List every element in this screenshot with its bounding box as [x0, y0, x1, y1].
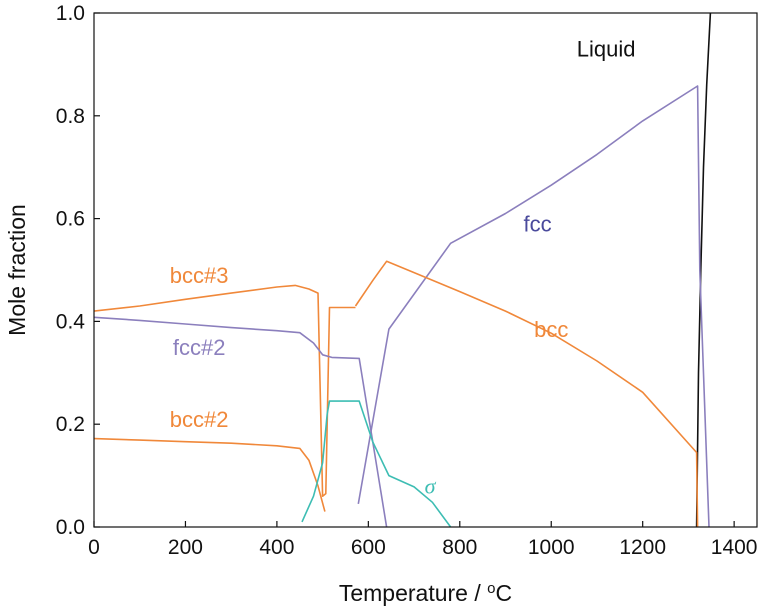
x-axis-title-superscript: o [487, 580, 495, 597]
series-line-1 [357, 85, 710, 527]
x-axis-title-suffix: C [496, 580, 513, 606]
x-tick-label: 400 [259, 536, 294, 559]
x-tick-label: 1200 [619, 536, 666, 559]
y-tick-label: 0.2 [56, 413, 85, 436]
series-line-2 [354, 260, 699, 527]
y-axis-title: Mole fraction [4, 204, 30, 336]
y-tick-label: 0.0 [56, 516, 85, 539]
series-label-2: bcc [534, 317, 568, 342]
y-tick-label: 0.6 [56, 208, 85, 231]
series-line-6 [301, 400, 452, 527]
series-label-3: bcc#3 [170, 263, 229, 288]
series-line-0 [695, 13, 712, 527]
series-labels: Liquid fcc bcc bcc#3 fcc#2 bcc#2 σ [170, 37, 636, 499]
x-tick-label: 1400 [711, 536, 758, 559]
x-axis-title-prefix: Temperature / [339, 580, 487, 606]
x-tick-label: 200 [168, 536, 203, 559]
x-axis-ticks: 0 200 400 600 800 1000 1200 1400 [88, 521, 757, 559]
series-line-5 [94, 437, 326, 512]
x-tick-label: 1000 [528, 536, 575, 559]
x-tick-label: 0 [88, 536, 100, 559]
series-label-6: σ [425, 474, 437, 499]
plot-lines [94, 13, 712, 527]
series-label-0: Liquid [577, 37, 636, 62]
y-tick-label: 0.4 [56, 310, 86, 333]
series-label-5: bcc#2 [170, 407, 229, 432]
y-tick-label: 0.8 [56, 105, 85, 128]
plot-frame [93, 12, 758, 528]
x-tick-label: 800 [442, 536, 477, 559]
series-line-4 [94, 316, 388, 527]
y-tick-label: 1.0 [56, 2, 85, 25]
x-axis-title: Temperature / oC [339, 580, 512, 607]
x-tick-label: 600 [351, 536, 386, 559]
y-axis-ticks: 0.0 0.2 0.4 0.6 0.8 1.0 [56, 2, 100, 539]
series-line-3 [94, 284, 356, 497]
series-label-1: fcc [523, 211, 551, 236]
series-label-4: fcc#2 [173, 335, 226, 360]
